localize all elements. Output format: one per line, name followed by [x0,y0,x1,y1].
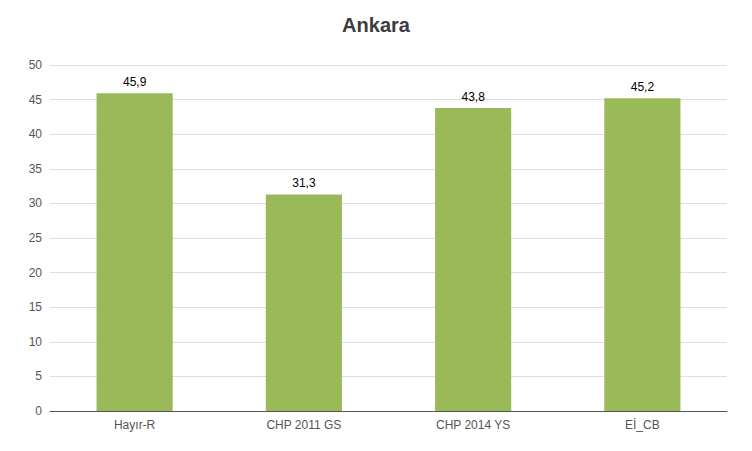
svg-text:50: 50 [29,58,43,72]
svg-text:43,8: 43,8 [461,90,485,104]
svg-text:5: 5 [35,369,42,383]
svg-text:45,9: 45,9 [123,75,147,89]
svg-text:Ankara: Ankara [342,14,411,36]
svg-text:40: 40 [29,127,43,141]
svg-text:Hayır-R: Hayır-R [114,418,156,432]
svg-text:CHP 2014 YS: CHP 2014 YS [436,418,510,432]
svg-text:31,3: 31,3 [292,176,316,190]
svg-text:20: 20 [29,266,43,280]
svg-text:45: 45 [29,93,43,107]
svg-text:35: 35 [29,162,43,176]
svg-text:CHP 2011 GS: CHP 2011 GS [266,418,341,432]
svg-text:10: 10 [29,335,43,349]
svg-text:30: 30 [29,196,43,210]
svg-text:Eİ_CB: Eİ_CB [625,418,660,432]
svg-text:15: 15 [29,300,43,314]
svg-text:25: 25 [29,231,43,245]
svg-text:45,2: 45,2 [631,80,655,94]
svg-text:0: 0 [35,404,42,418]
